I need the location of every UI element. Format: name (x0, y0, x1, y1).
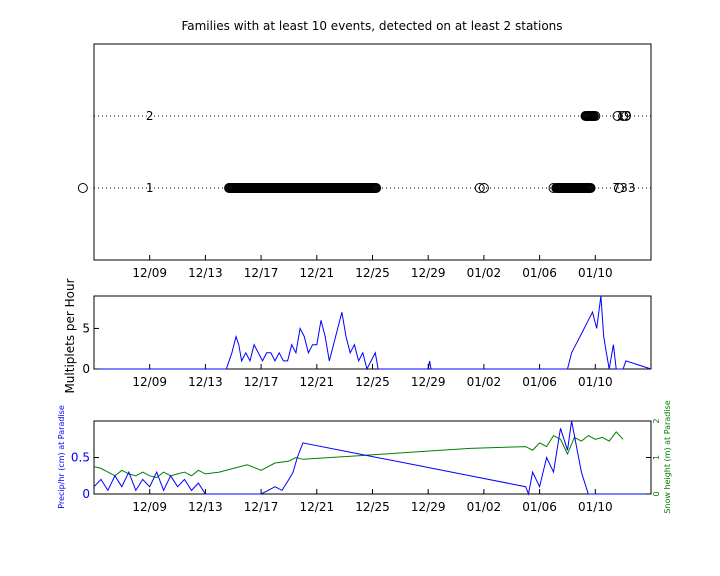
event-circle (474, 183, 485, 193)
y-tick-label: 0.5 (71, 451, 90, 465)
x-tick-label: 12/21 (300, 375, 335, 389)
multiplets-line (94, 295, 652, 371)
x-tick-label: 12/09 (132, 266, 167, 280)
panel1-title: Families with at least 10 events, detect… (181, 19, 562, 33)
panel3-yticks: 00.5 (71, 451, 99, 501)
x-tick-label: 12/17 (244, 500, 279, 514)
precip-series (93, 420, 651, 496)
x-tick-label: 12/13 (188, 500, 223, 514)
panel3-axes (93, 420, 652, 495)
panel3-y2ticks: 0 1 2 (646, 418, 661, 497)
event-circle (478, 183, 489, 193)
x-tick-label: 12/21 (300, 266, 335, 280)
x-tick-label: 12/21 (300, 500, 335, 514)
x-tick-label: 01/06 (522, 266, 557, 280)
panel2-ylabel: Multiplets per Hour (63, 278, 77, 393)
x-tick-label: 01/06 (522, 375, 557, 389)
x-tick-label: 12/25 (355, 500, 390, 514)
x-tick-label: 01/10 (578, 375, 613, 389)
multiplets-panel: Multiplets per Hour 05 12/09 12/13 12/17 12… (63, 278, 652, 394)
family-count: 733 (613, 181, 636, 195)
panel1-xticks: 12/09 12/13 12/17 12/21 12/25 12/29 01/02 01/06… (132, 255, 613, 280)
weather-panel: Precip/hr (cm) at Paradise Snow height (… (57, 400, 672, 514)
x-tick-label: 12/13 (188, 266, 223, 280)
x-tick-label: 01/06 (522, 500, 557, 514)
y-tick-label: 0 (82, 487, 90, 501)
event-circle (585, 183, 596, 193)
x-tick-label: 12/17 (244, 266, 279, 280)
x-tick-label: 12/13 (188, 375, 223, 389)
x-tick-label: 12/29 (411, 375, 446, 389)
x-tick-label: 12/09 (132, 500, 167, 514)
event-circle (555, 183, 566, 193)
precip-line (93, 420, 651, 496)
event-circle (612, 111, 623, 121)
family-label: 2 (146, 109, 154, 123)
x-tick-label: 01/02 (467, 375, 502, 389)
x-tick-label: 12/29 (411, 266, 446, 280)
panel1-axes (93, 43, 652, 261)
y2-tick-label: 2 (652, 418, 661, 423)
event-circle (77, 183, 88, 193)
x-tick-label: 12/17 (244, 375, 279, 389)
y-tick-label: 0 (82, 362, 90, 376)
x-tick-label: 12/25 (355, 375, 390, 389)
panel2-xticks: 12/09 12/13 12/17 12/21 12/25 12/29 01/02 01/06… (132, 364, 613, 389)
event-circle (620, 111, 631, 121)
x-tick-label: 12/25 (355, 266, 390, 280)
x-tick-label: 12/29 (411, 500, 446, 514)
event-circle (548, 183, 559, 193)
x-tick-label: 01/02 (467, 266, 502, 280)
y2-tick-label: 0 (652, 491, 661, 496)
x-tick-label: 01/10 (578, 266, 613, 280)
event-circle (371, 183, 382, 193)
family-label: 1 (146, 181, 154, 195)
event-circle (590, 111, 601, 121)
panel2-yticks: 05 (82, 321, 99, 376)
panel3-ylabel: Precip/hr (cm) at Paradise (57, 405, 66, 509)
event-circle (618, 111, 629, 121)
panel3-xticks: 12/09 12/13 12/17 12/21 12/25 12/29 01/02 01/06… (132, 489, 613, 514)
panel3-y2label: Snow height (m) at Paradise (663, 400, 672, 513)
event-marks (77, 111, 631, 193)
y-tick-label: 5 (82, 321, 90, 335)
event-circle (613, 183, 624, 193)
y2-tick-label: 1 (652, 455, 661, 460)
x-tick-label: 01/02 (467, 500, 502, 514)
multiplets-series (94, 295, 652, 371)
families-panel: Families with at least 10 events, detect… (77, 19, 652, 280)
x-tick-label: 01/10 (578, 500, 613, 514)
x-tick-label: 12/09 (132, 375, 167, 389)
